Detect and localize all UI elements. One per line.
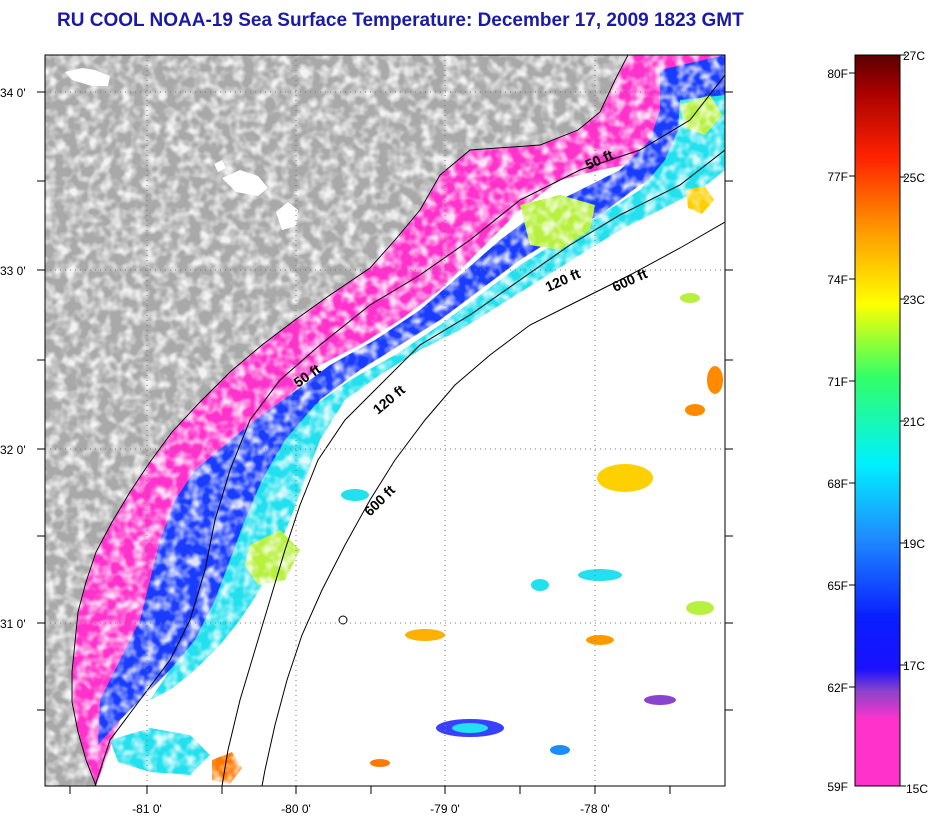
lon-label-78: -78 0' bbox=[580, 802, 610, 816]
map-title: RU COOL NOAA-19 Sea Surface Temperature:… bbox=[57, 10, 744, 31]
cloud-speckle bbox=[45, 55, 725, 786]
colorbar: 80F 77F 74F 71F 68F 65F 62F 59F 27C 25C … bbox=[827, 49, 928, 796]
map-plot-area bbox=[45, 55, 725, 786]
lat-label-33: 33 0' bbox=[0, 264, 26, 278]
colorbar-c-label: 25C bbox=[903, 171, 925, 185]
map-frame bbox=[44, 54, 726, 787]
colorbar-c-label: 17C bbox=[903, 659, 925, 673]
colorbar-f-label: 71F bbox=[827, 375, 848, 389]
contour-600ft-line bbox=[261, 221, 725, 786]
lat-label-32: 32 0' bbox=[0, 443, 26, 457]
lon-label-79: -79 0' bbox=[430, 802, 460, 816]
map-ticks bbox=[37, 91, 733, 794]
colorbar-f-label: 59F bbox=[827, 780, 848, 794]
lon-label-80: -80 0' bbox=[281, 802, 311, 816]
colorbar-f-label: 74F bbox=[827, 273, 848, 287]
contour-islet bbox=[338, 615, 348, 625]
colorbar-c-label: 19C bbox=[903, 537, 925, 551]
colorbar-f-label: 62F bbox=[827, 681, 848, 695]
graticule bbox=[45, 55, 725, 786]
colorbar-gradient bbox=[855, 55, 900, 786]
bathymetry-contours bbox=[94, 74, 725, 786]
colorbar-f-label: 68F bbox=[827, 477, 848, 491]
colorbar-f-label: 65F bbox=[827, 579, 848, 593]
colorbar-c-label: 15C bbox=[906, 782, 928, 796]
contour-120ft-line bbox=[221, 149, 725, 786]
colorbar-f-label: 77F bbox=[827, 170, 848, 184]
lat-label-31: 31 0' bbox=[0, 617, 26, 631]
coastline bbox=[71, 55, 629, 786]
colorbar-c-label: 27C bbox=[903, 49, 925, 63]
colorbar-c-label: 21C bbox=[903, 415, 925, 429]
lat-label-34: 34 0' bbox=[0, 86, 26, 100]
colorbar-c-label: 23C bbox=[903, 293, 925, 307]
colorbar-f-label: 80F bbox=[827, 67, 848, 81]
lon-label-81: -81 0' bbox=[132, 802, 162, 816]
offshore-warm-patches bbox=[341, 293, 723, 767]
contour-50ft-line bbox=[94, 74, 725, 786]
